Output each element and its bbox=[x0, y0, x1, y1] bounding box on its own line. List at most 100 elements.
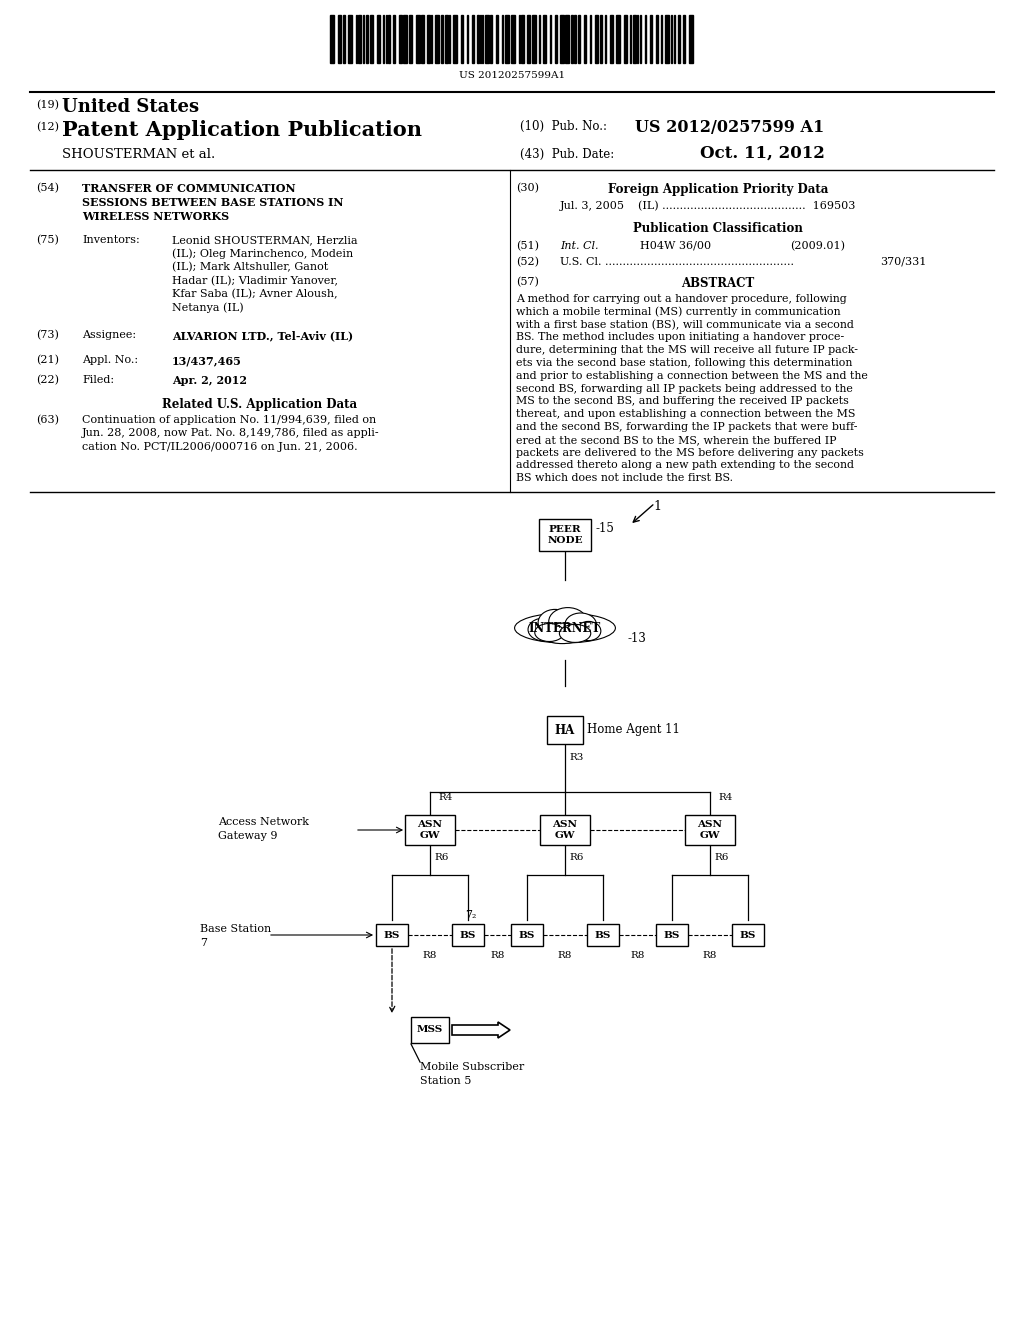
Bar bbox=[650, 15, 652, 63]
Text: R3: R3 bbox=[569, 754, 584, 763]
Text: R4: R4 bbox=[718, 792, 732, 801]
Text: ASN
GW: ASN GW bbox=[418, 820, 442, 840]
Text: Int. Cl.: Int. Cl. bbox=[560, 242, 598, 251]
Text: BS: BS bbox=[595, 931, 611, 940]
Text: Base Station: Base Station bbox=[200, 924, 271, 935]
Bar bbox=[565, 15, 569, 63]
Bar bbox=[511, 15, 515, 63]
Text: Oct. 11, 2012: Oct. 11, 2012 bbox=[700, 145, 825, 162]
Text: 370/331: 370/331 bbox=[880, 257, 927, 267]
Text: BS which does not include the first BS.: BS which does not include the first BS. bbox=[516, 473, 733, 483]
Bar bbox=[490, 15, 492, 63]
Text: BS: BS bbox=[519, 931, 536, 940]
Text: Appl. No.:: Appl. No.: bbox=[82, 355, 138, 366]
Text: SESSIONS BETWEEN BASE STATIONS IN: SESSIONS BETWEEN BASE STATIONS IN bbox=[82, 197, 343, 209]
Text: United States: United States bbox=[62, 98, 199, 116]
Text: (51): (51) bbox=[516, 242, 539, 251]
Bar bbox=[452, 924, 484, 946]
Text: R6: R6 bbox=[434, 854, 449, 862]
Bar bbox=[578, 15, 580, 63]
Text: BS: BS bbox=[664, 931, 680, 940]
Text: (30): (30) bbox=[516, 183, 539, 193]
Text: Kfar Saba (IL); Avner Aloush,: Kfar Saba (IL); Avner Aloush, bbox=[172, 289, 338, 300]
Text: BS: BS bbox=[739, 931, 756, 940]
Ellipse shape bbox=[565, 612, 596, 636]
Bar bbox=[330, 15, 334, 63]
Text: Filed:: Filed: bbox=[82, 375, 114, 385]
Text: (2009.01): (2009.01) bbox=[790, 242, 845, 251]
Bar bbox=[656, 924, 688, 946]
Text: Access Network: Access Network bbox=[218, 817, 309, 828]
Text: PEER
NODE: PEER NODE bbox=[547, 525, 583, 545]
Ellipse shape bbox=[528, 618, 559, 642]
Text: TRANSFER OF COMMUNICATION: TRANSFER OF COMMUNICATION bbox=[82, 183, 296, 194]
Text: 13/437,465: 13/437,465 bbox=[172, 355, 242, 366]
Text: packets are delivered to the MS before delivering any packets: packets are delivered to the MS before d… bbox=[516, 447, 864, 458]
Text: US 20120257599A1: US 20120257599A1 bbox=[459, 71, 565, 81]
Bar bbox=[416, 15, 420, 63]
Bar bbox=[600, 15, 602, 63]
Text: Station 5: Station 5 bbox=[420, 1076, 471, 1086]
Bar bbox=[472, 15, 474, 63]
Bar bbox=[445, 15, 449, 63]
Bar bbox=[496, 15, 498, 63]
Bar bbox=[461, 15, 463, 63]
Bar bbox=[616, 15, 620, 63]
Bar bbox=[555, 15, 557, 63]
Bar bbox=[683, 15, 685, 63]
Ellipse shape bbox=[535, 623, 564, 642]
Text: Jul. 3, 2005    (IL) .........................................  169503: Jul. 3, 2005 (IL) ......................… bbox=[560, 201, 856, 211]
Bar bbox=[595, 15, 598, 63]
Text: 7₂: 7₂ bbox=[465, 909, 476, 920]
Text: 7: 7 bbox=[200, 939, 207, 948]
Text: (73): (73) bbox=[36, 330, 58, 341]
Bar bbox=[685, 814, 735, 845]
Text: Continuation of application No. 11/994,639, filed on: Continuation of application No. 11/994,6… bbox=[82, 414, 376, 425]
Text: BS: BS bbox=[460, 931, 476, 940]
Bar bbox=[485, 15, 489, 63]
Text: thereat, and upon establishing a connection between the MS: thereat, and upon establishing a connect… bbox=[516, 409, 855, 420]
Text: Patent Application Publication: Patent Application Publication bbox=[62, 120, 422, 140]
Bar bbox=[540, 814, 590, 845]
Bar bbox=[366, 15, 368, 63]
Text: R8: R8 bbox=[490, 950, 505, 960]
Bar bbox=[505, 15, 509, 63]
Bar bbox=[348, 15, 352, 63]
Bar bbox=[370, 15, 373, 63]
Bar bbox=[406, 814, 455, 845]
Text: (75): (75) bbox=[36, 235, 58, 246]
Bar bbox=[574, 15, 575, 63]
Text: Publication Classification: Publication Classification bbox=[633, 222, 803, 235]
Bar bbox=[587, 924, 618, 946]
Text: which a mobile terminal (MS) currently in communication: which a mobile terminal (MS) currently i… bbox=[516, 306, 841, 317]
Text: 1: 1 bbox=[653, 500, 662, 513]
Text: WIRELESS NETWORKS: WIRELESS NETWORKS bbox=[82, 211, 229, 222]
Text: ered at the second BS to the MS, wherein the buffered IP: ered at the second BS to the MS, wherein… bbox=[516, 434, 837, 445]
Bar bbox=[441, 15, 443, 63]
Bar bbox=[624, 15, 627, 63]
Bar bbox=[656, 15, 658, 63]
Bar bbox=[532, 15, 536, 63]
Text: MSS: MSS bbox=[417, 1026, 443, 1035]
Text: US 2012/0257599 A1: US 2012/0257599 A1 bbox=[635, 119, 824, 136]
Bar bbox=[338, 15, 341, 63]
Bar bbox=[610, 15, 613, 63]
Text: Home Agent 11: Home Agent 11 bbox=[587, 723, 680, 737]
Text: Jun. 28, 2008, now Pat. No. 8,149,786, filed as appli-: Jun. 28, 2008, now Pat. No. 8,149,786, f… bbox=[82, 429, 380, 438]
Bar bbox=[409, 15, 412, 63]
Text: (IL); Mark Altshuller, Ganot: (IL); Mark Altshuller, Ganot bbox=[172, 261, 329, 272]
Text: R6: R6 bbox=[569, 854, 584, 862]
Text: ASN
GW: ASN GW bbox=[553, 820, 578, 840]
Text: HA: HA bbox=[555, 723, 575, 737]
Bar bbox=[665, 15, 669, 63]
Text: and prior to establishing a connection between the MS and the: and prior to establishing a connection b… bbox=[516, 371, 868, 380]
Text: R8: R8 bbox=[558, 950, 572, 960]
Text: (19): (19) bbox=[36, 100, 59, 111]
Text: dure, determining that the MS will receive all future IP pack-: dure, determining that the MS will recei… bbox=[516, 346, 858, 355]
Bar bbox=[521, 15, 524, 63]
Bar bbox=[399, 15, 402, 63]
Bar bbox=[411, 1016, 449, 1043]
Bar bbox=[678, 15, 680, 63]
Text: (12): (12) bbox=[36, 121, 59, 132]
Text: ets via the second base station, following this determination: ets via the second base station, followi… bbox=[516, 358, 852, 368]
